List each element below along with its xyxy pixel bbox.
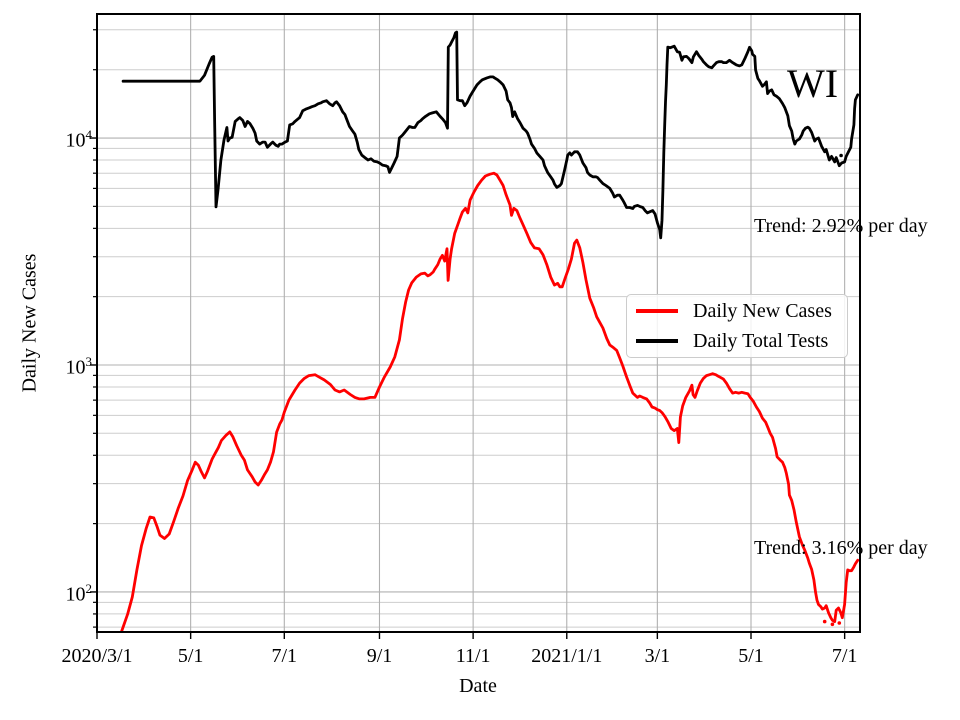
y-tick-label: 102 [65,580,93,606]
x-tick-label: 11/1 [455,645,491,667]
x-tick-label: 2021/1/1 [531,645,603,667]
x-tick-label: 9/1 [366,645,393,667]
x-tick-label: 3/1 [644,645,671,667]
legend-item: Daily New Cases [636,299,838,324]
x-tick-label: 7/1 [271,645,298,667]
legend-line-swatch [636,309,678,313]
x-tick-label: 7/1 [831,645,858,667]
legend-item: Daily Total Tests [636,329,838,354]
series-dot [830,622,835,627]
legend-line-swatch [636,339,678,343]
trend-lower-annotation: Trend: 3.16% per day [754,537,928,559]
series-daily-new-cases [119,171,860,632]
y-tick-label: 104 [65,127,93,152]
x-tick-label: 2020/3/1 [61,645,133,667]
y-tick-label: 103 [65,353,93,379]
legend: Daily New Cases Daily Total Tests [626,294,848,358]
series-dot [837,621,842,625]
series-dot [839,153,843,158]
x-tick-label: 5/1 [738,645,764,667]
legend-label: Daily Total Tests [693,329,829,352]
x-tick-label: 5/1 [177,645,204,667]
state-label: WI [787,61,839,106]
legend-label: Daily New Cases [693,299,832,322]
trend-upper-annotation: Trend: 2.92% per day [754,215,928,237]
x-axis-label: Date [459,675,497,697]
plot-frame [96,13,861,633]
series-daily-total-tests [121,30,860,240]
series-dot [822,619,827,624]
